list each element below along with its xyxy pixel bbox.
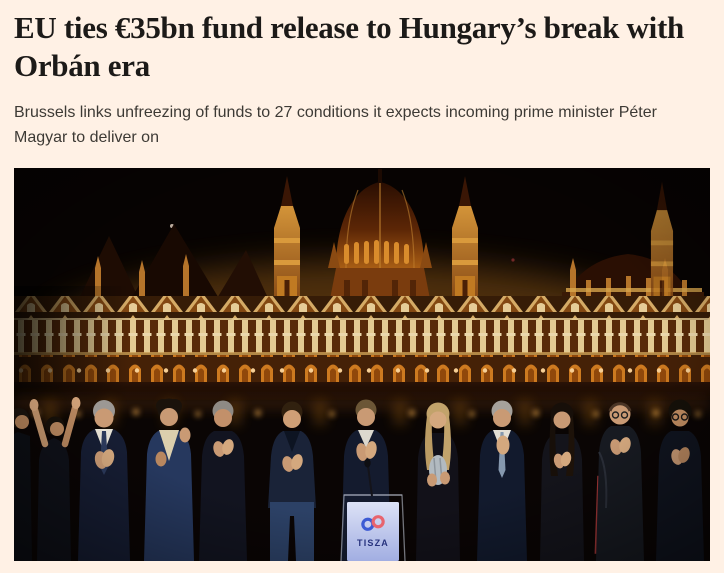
infinity-icon [361, 514, 385, 531]
podium-party-label: TISZA [357, 538, 389, 548]
article-standfirst: Brussels links unfreezing of funds to 27… [14, 103, 657, 147]
article-headline: EU ties €35bn fund release to Hungary’s … [14, 10, 684, 83]
microphone-icon [364, 458, 373, 496]
article-image: TISZA [14, 167, 710, 561]
hero-photo: TISZA [14, 167, 710, 561]
tisza-podium: TISZA [340, 458, 406, 561]
